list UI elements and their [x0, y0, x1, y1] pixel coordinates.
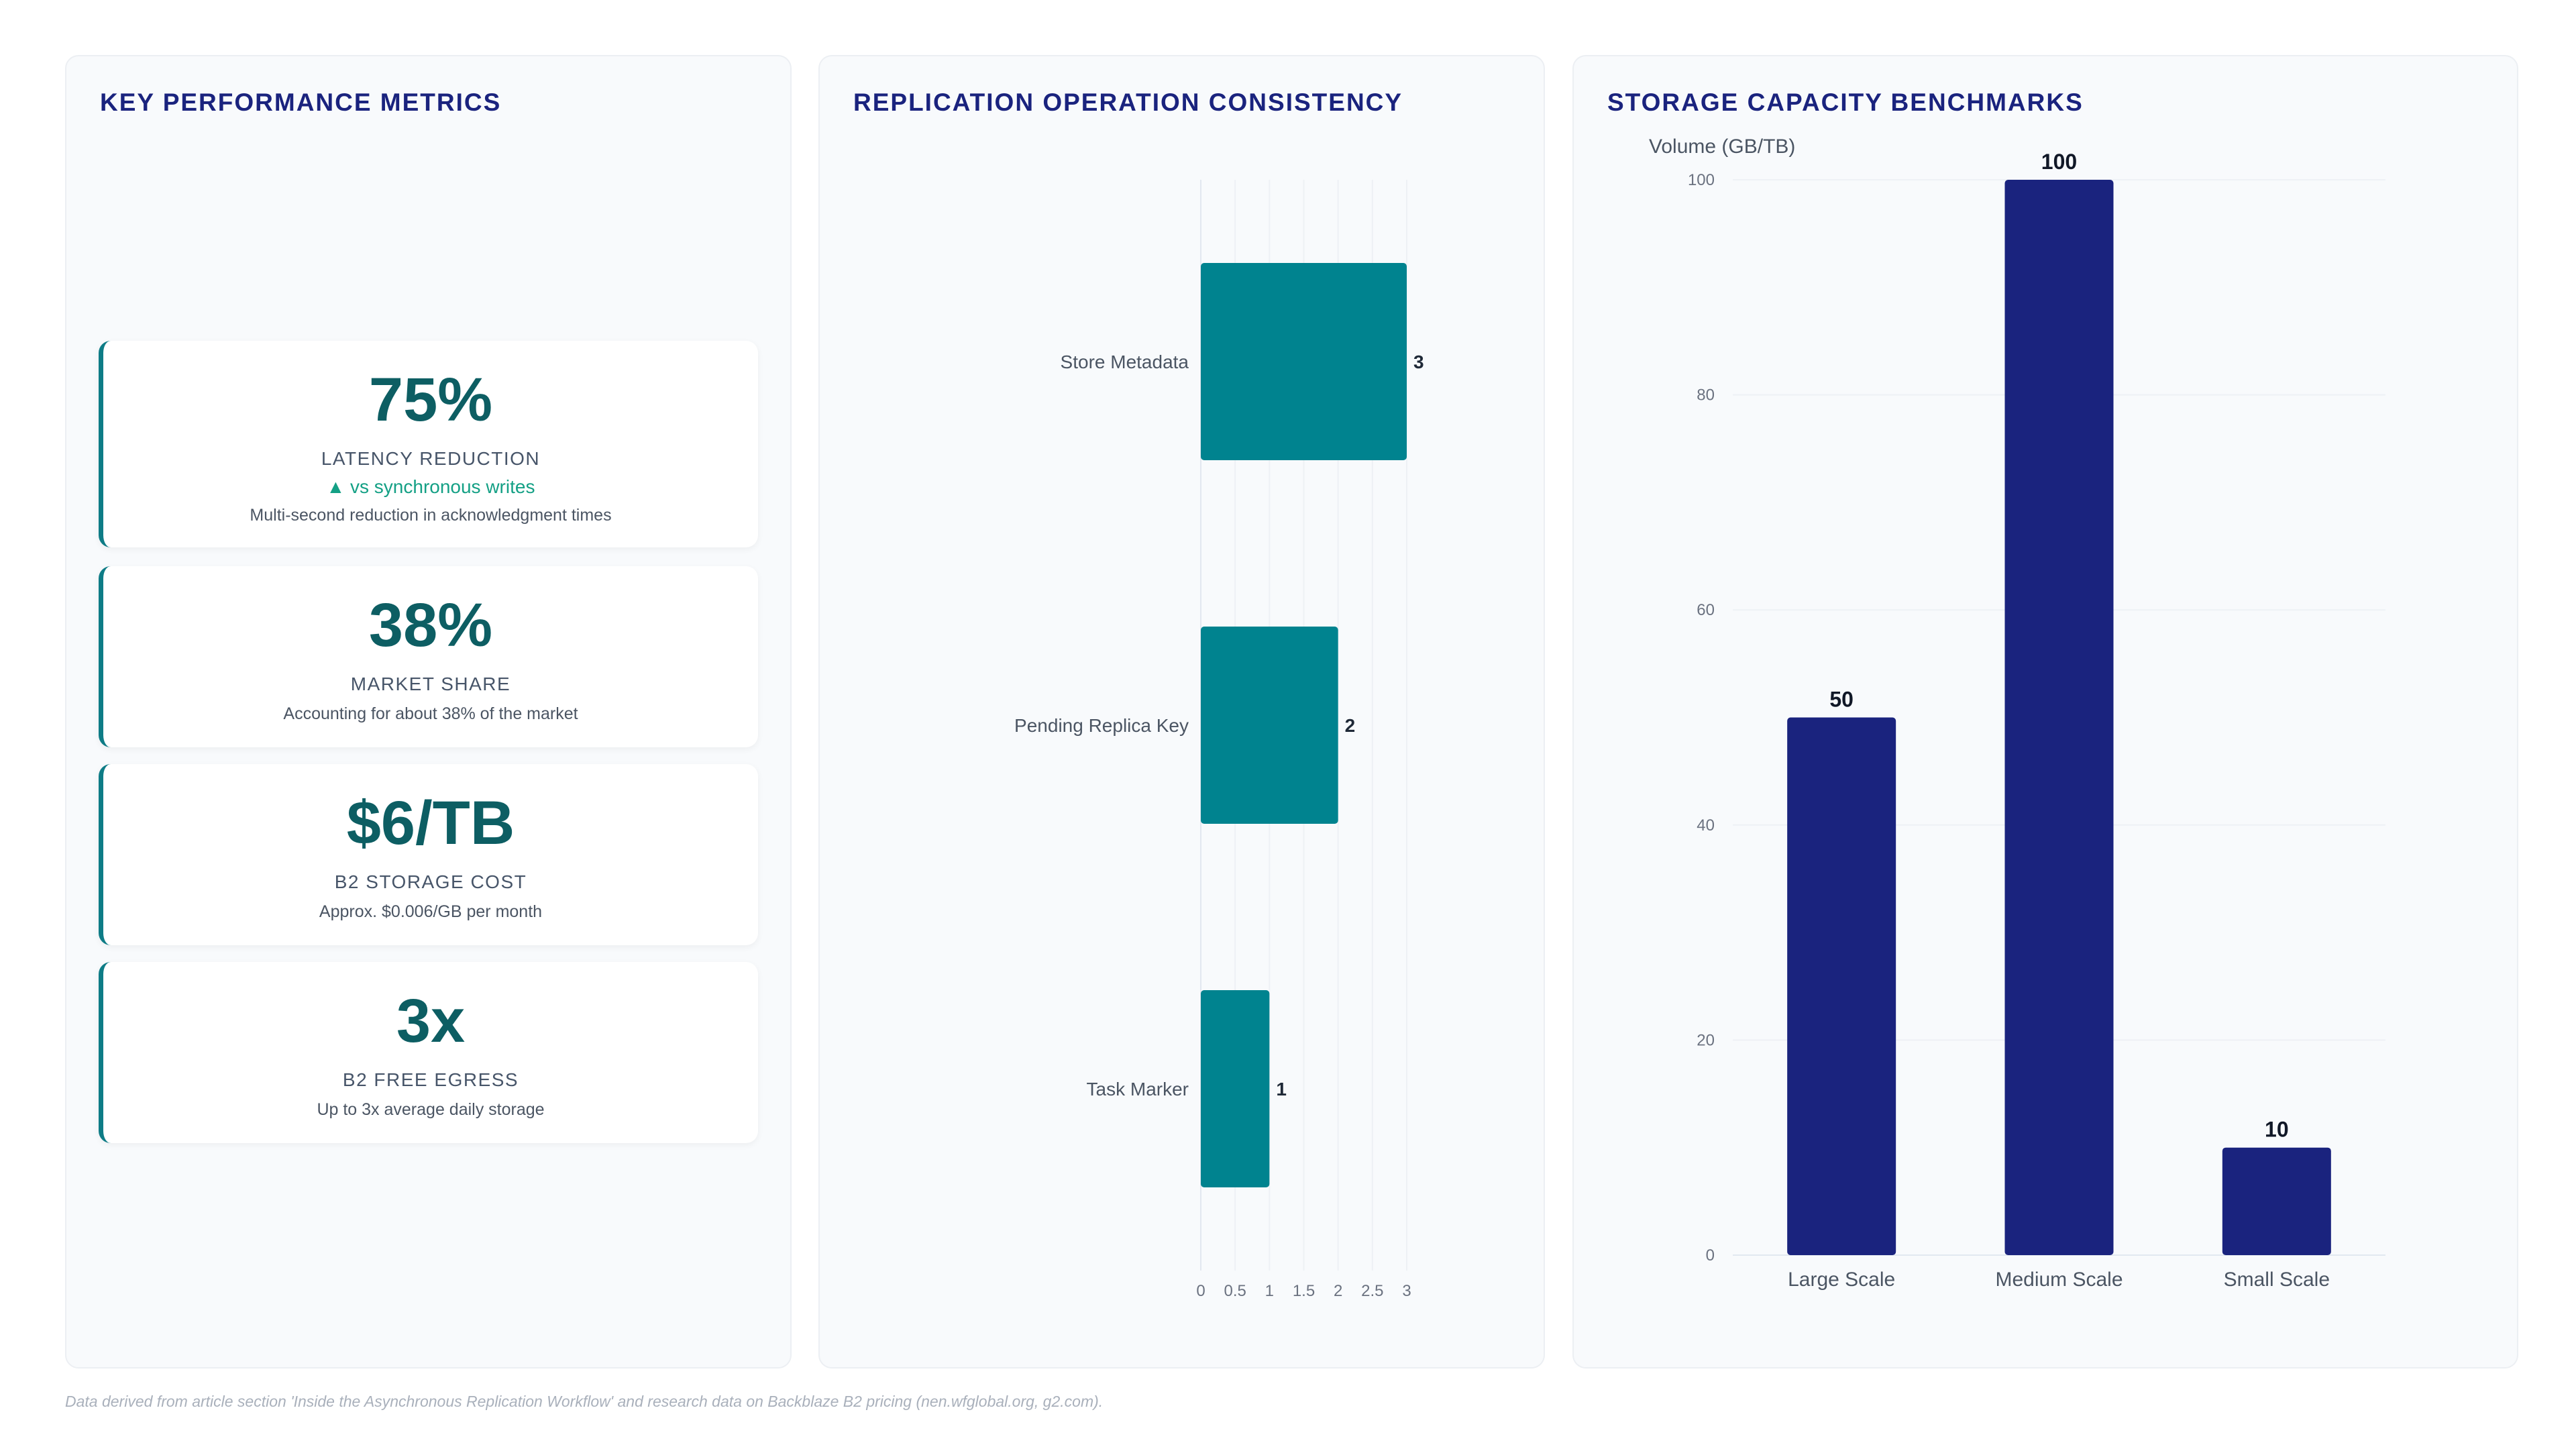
category-label: Small Scale: [2224, 1269, 2330, 1291]
replication-panel: REPLICATION OPERATION CONSISTENCY 0 0.5 1 1…: [818, 55, 1545, 1368]
y-tick-label: 0: [1706, 1246, 1715, 1265]
x-tick-label: 1.5: [1293, 1282, 1315, 1300]
category-label: Large Scale: [1788, 1269, 1895, 1291]
kpi-description: Approx. $0.006/GB per month: [319, 902, 543, 921]
data-label: 50: [1829, 688, 1854, 712]
x-tick-label: 1: [1265, 1282, 1274, 1300]
kpi-panel-title: KEY PERFORMANCE METRICS: [100, 89, 502, 116]
data-label: 2: [1345, 715, 1356, 736]
kpi-value: $6/TB: [346, 789, 515, 857]
x-tick-label: 3: [1402, 1282, 1411, 1300]
y-axis-label: Volume (GB/TB): [1649, 136, 1795, 158]
bar: [1787, 717, 1896, 1255]
bar: [2222, 1147, 2331, 1255]
storage-panel: STORAGE CAPACITY BENCHMARKS Volume (GB/T…: [1572, 55, 2518, 1368]
x-tick-label: 2: [1334, 1282, 1342, 1300]
kpi-description: Multi-second reduction in acknowledgment…: [250, 506, 612, 525]
bar: [1201, 263, 1407, 460]
x-tick-label: 0.5: [1224, 1282, 1246, 1300]
y-tick-label: 20: [1697, 1031, 1715, 1049]
footnote: Data derived from article section 'Insid…: [65, 1393, 1104, 1410]
kpi-card-latency: 75% LATENCY REDUCTION ▲ vs synchronous w…: [99, 341, 758, 547]
bar: [2004, 180, 2114, 1255]
data-label: 100: [2041, 150, 2077, 174]
x-tick-label: 0: [1196, 1282, 1205, 1300]
kpi-description: Accounting for about 38% of the market: [283, 704, 578, 723]
y-tick-label: 100: [1688, 171, 1715, 189]
kpi-value: 3x: [396, 987, 466, 1055]
category-label: Task Marker: [1087, 1079, 1189, 1099]
bar: [1201, 990, 1270, 1187]
kpi-label: B2 FREE EGRESS: [342, 1069, 519, 1090]
bar: [1201, 627, 1338, 824]
storage-chart: Volume (GB/TB) 0 20 40 60 80 100 50 Large Scale 1…: [1649, 136, 2385, 1291]
data-label: 1: [1276, 1079, 1287, 1099]
kpi-trend: ▲ vs synchronous writes: [326, 476, 535, 497]
kpi-description: Up to 3x average daily storage: [317, 1100, 545, 1119]
kpi-value: 38%: [368, 591, 493, 659]
kpi-card-market-share: 38% MARKET SHARE Accounting for about 38…: [99, 566, 758, 747]
x-tick-label: 2.5: [1361, 1282, 1383, 1300]
kpi-panel: KEY PERFORMANCE METRICS 75% LATENCY REDU…: [65, 55, 792, 1368]
category-label: Medium Scale: [1995, 1269, 2123, 1291]
kpi-card-free-egress: 3x B2 FREE EGRESS Up to 3x average daily…: [99, 962, 758, 1143]
data-label: 3: [1413, 352, 1424, 372]
kpi-card-storage-cost: $6/TB B2 STORAGE COST Approx. $0.006/GB …: [99, 764, 758, 945]
kpi-label: B2 STORAGE COST: [334, 871, 527, 892]
kpi-value: 75%: [368, 366, 493, 434]
replication-chart: 0 0.5 1 1.5 2 2.5 3 Store Metadata 3 Pending Repl…: [1014, 180, 1424, 1300]
y-tick-label: 40: [1697, 816, 1715, 835]
replication-panel-title: REPLICATION OPERATION CONSISTENCY: [853, 89, 1403, 116]
storage-panel-title: STORAGE CAPACITY BENCHMARKS: [1607, 89, 2084, 116]
category-label: Pending Replica Key: [1014, 715, 1189, 736]
data-label: 10: [2265, 1118, 2289, 1142]
y-tick-label: 60: [1697, 601, 1715, 619]
kpi-label: MARKET SHARE: [350, 674, 511, 694]
category-label: Store Metadata: [1061, 352, 1189, 372]
y-tick-label: 80: [1697, 386, 1715, 405]
kpi-label: LATENCY REDUCTION: [321, 448, 541, 469]
